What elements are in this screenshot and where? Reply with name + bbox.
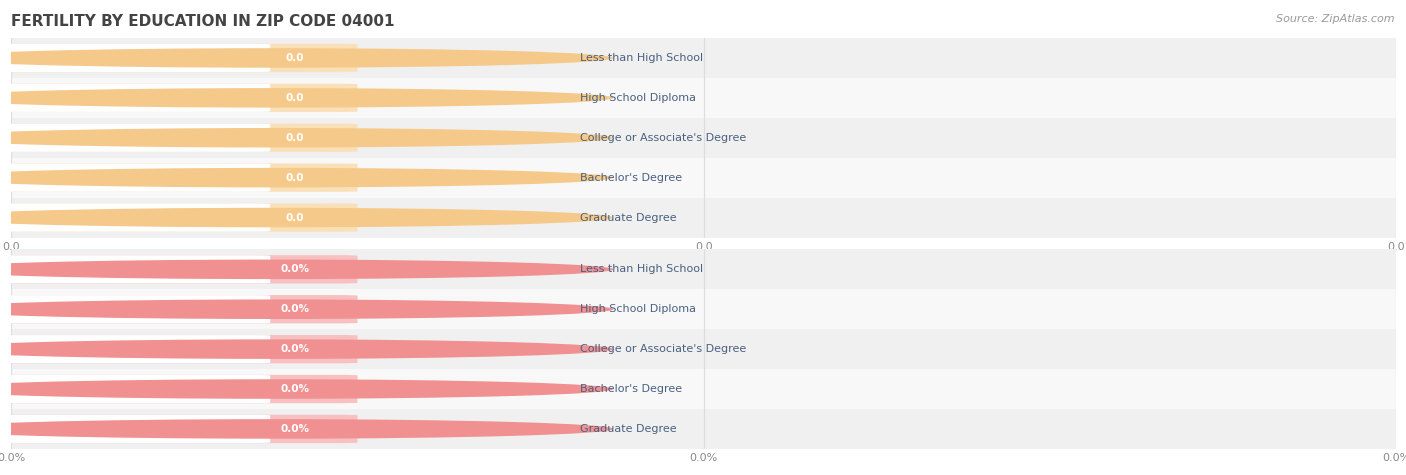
FancyBboxPatch shape: [0, 375, 270, 403]
Text: 0.0: 0.0: [285, 172, 305, 183]
Text: 0.0%: 0.0%: [281, 384, 309, 394]
Text: 0.0: 0.0: [285, 212, 305, 223]
FancyBboxPatch shape: [0, 163, 270, 192]
Text: Bachelor's Degree: Bachelor's Degree: [581, 172, 682, 183]
Bar: [11, 38, 1396, 78]
FancyBboxPatch shape: [0, 203, 357, 232]
FancyBboxPatch shape: [0, 335, 270, 363]
FancyBboxPatch shape: [0, 124, 270, 152]
FancyBboxPatch shape: [0, 375, 357, 403]
Circle shape: [0, 208, 613, 228]
Bar: [11, 329, 1396, 369]
Circle shape: [0, 168, 613, 188]
Circle shape: [0, 48, 613, 68]
Bar: [11, 409, 1396, 449]
Bar: [11, 78, 1396, 118]
Bar: [11, 369, 1396, 409]
Circle shape: [0, 259, 613, 279]
Text: College or Associate's Degree: College or Associate's Degree: [581, 344, 747, 354]
Circle shape: [0, 419, 613, 439]
FancyBboxPatch shape: [0, 84, 357, 112]
Text: Graduate Degree: Graduate Degree: [581, 424, 678, 434]
Text: College or Associate's Degree: College or Associate's Degree: [581, 133, 747, 143]
FancyBboxPatch shape: [0, 84, 270, 112]
Text: High School Diploma: High School Diploma: [581, 93, 696, 103]
Circle shape: [0, 88, 613, 108]
Circle shape: [0, 128, 613, 148]
FancyBboxPatch shape: [0, 255, 270, 284]
Bar: [11, 249, 1396, 289]
FancyBboxPatch shape: [0, 415, 270, 443]
FancyBboxPatch shape: [0, 335, 357, 363]
FancyBboxPatch shape: [0, 163, 357, 192]
Text: Source: ZipAtlas.com: Source: ZipAtlas.com: [1277, 14, 1395, 24]
Text: 0.0%: 0.0%: [281, 304, 309, 314]
Text: 0.0%: 0.0%: [281, 424, 309, 434]
Circle shape: [0, 379, 613, 399]
Text: Less than High School: Less than High School: [581, 264, 703, 275]
Text: Bachelor's Degree: Bachelor's Degree: [581, 384, 682, 394]
Circle shape: [0, 339, 613, 359]
Text: 0.0: 0.0: [285, 53, 305, 63]
Bar: [11, 118, 1396, 158]
FancyBboxPatch shape: [0, 44, 357, 72]
FancyBboxPatch shape: [0, 255, 357, 284]
Bar: [11, 289, 1396, 329]
Text: Less than High School: Less than High School: [581, 53, 703, 63]
Text: 0.0: 0.0: [285, 133, 305, 143]
Bar: [11, 158, 1396, 198]
FancyBboxPatch shape: [0, 415, 357, 443]
FancyBboxPatch shape: [0, 44, 270, 72]
FancyBboxPatch shape: [0, 203, 270, 232]
Text: 0.0: 0.0: [285, 93, 305, 103]
FancyBboxPatch shape: [0, 124, 357, 152]
Bar: [11, 198, 1396, 238]
Circle shape: [0, 299, 613, 319]
Text: Graduate Degree: Graduate Degree: [581, 212, 678, 223]
Text: FERTILITY BY EDUCATION IN ZIP CODE 04001: FERTILITY BY EDUCATION IN ZIP CODE 04001: [11, 14, 395, 29]
FancyBboxPatch shape: [0, 295, 357, 323]
FancyBboxPatch shape: [0, 295, 270, 323]
Text: High School Diploma: High School Diploma: [581, 304, 696, 314]
Text: 0.0%: 0.0%: [281, 344, 309, 354]
Text: 0.0%: 0.0%: [281, 264, 309, 275]
